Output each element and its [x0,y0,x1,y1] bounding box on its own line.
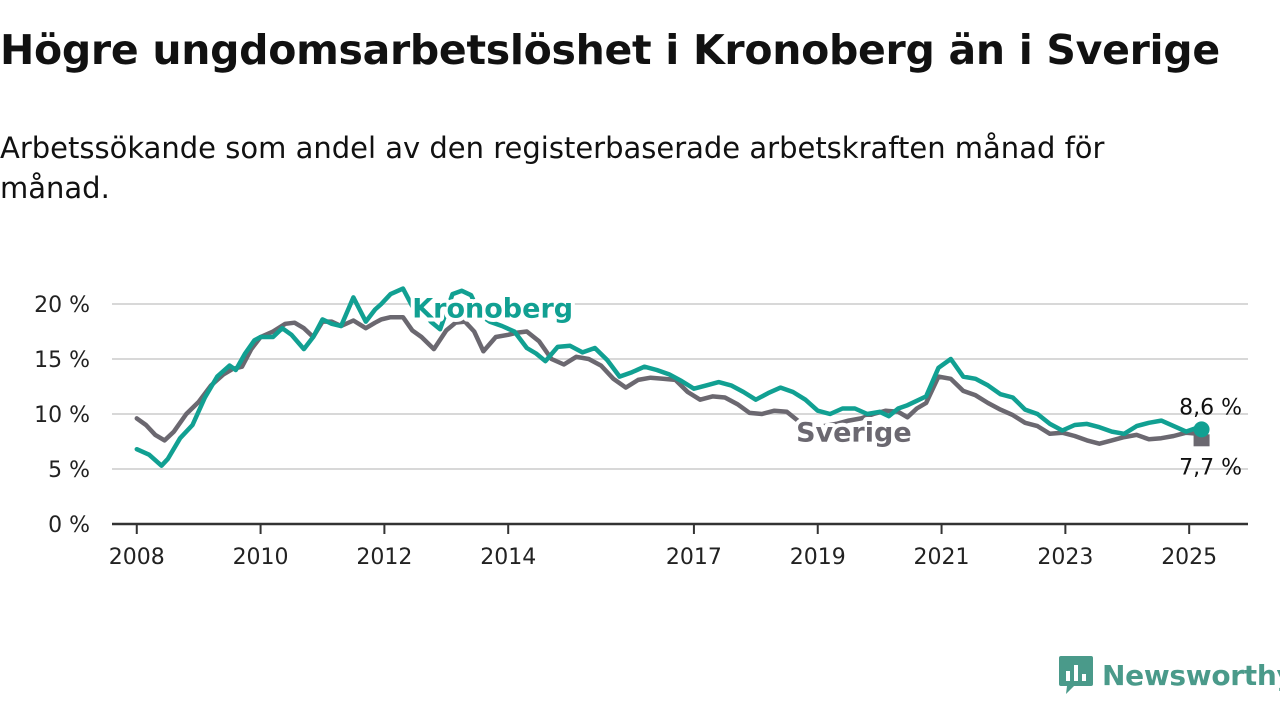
x-tick-label: 2025 [1161,545,1217,570]
series-name-halo: Sverige [796,418,912,449]
series-name-label-kronoberg: Kronoberg [412,293,573,324]
x-tick-label: 2017 [666,545,722,570]
series-lines [134,286,1210,468]
y-tick-label: 10 % [34,403,90,428]
x-tick-label: 2014 [480,545,536,570]
y-tick-label: 5 % [48,458,90,483]
chart-title: Högre ungdomsarbetslöshet i Kronoberg än… [0,26,1220,74]
end-value-label-sverige: 7,7 % [1179,455,1242,480]
newsworthy-logo-icon [1059,656,1093,694]
y-tick-label: 15 % [34,348,90,373]
x-tick-label: 2023 [1037,545,1093,570]
x-axis: 2008 2010 2012 2014 2017 2019 2021 2023 2025 [109,522,1248,570]
x-tick-label: 2012 [356,545,412,570]
y-tick-label: 20 % [34,293,90,318]
end-value-label-kronoberg: 8,6 % [1179,395,1242,420]
series-name-halo: Kronoberg [412,293,573,324]
x-tick-label: 2019 [790,545,846,570]
x-tick-label: 2021 [914,545,970,570]
brand-logo[interactable]: Newsworthy [1058,654,1280,696]
brand-name: Newsworthy [1102,658,1280,692]
x-tick-label: 2010 [233,545,289,570]
series-name-label-sverige: Sverige [796,418,912,449]
series-line-sverige [134,314,1204,446]
end-marker-sverige [1193,434,1210,447]
end-marker-kronoberg [1193,421,1210,438]
series-line-kronoberg [134,286,1204,468]
chart-subtitle: Arbetssökande som andel av den registerb… [0,131,1105,205]
y-tick-label: 0 % [48,513,90,538]
x-tick-label: 2008 [109,545,165,570]
labels: 8,6 %7,7 %KronobergKronobergSverigeSveri… [408,289,1242,480]
gridlines: 0 % 5 % 10 % 15 % 20 % [34,293,1248,538]
